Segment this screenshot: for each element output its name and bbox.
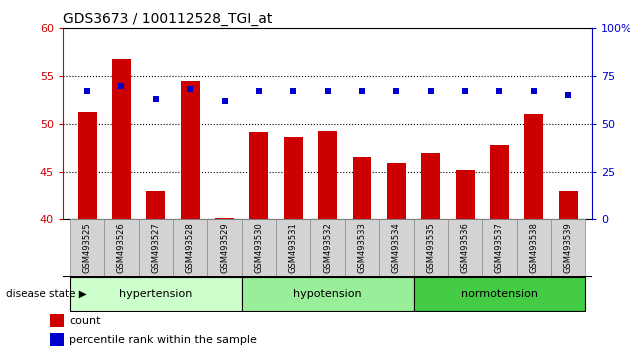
- Text: GDS3673 / 100112528_TGI_at: GDS3673 / 100112528_TGI_at: [63, 12, 272, 26]
- Bar: [77, 113, 96, 219]
- Text: GSM493536: GSM493536: [461, 222, 469, 273]
- Point: [323, 88, 333, 94]
- Point: [151, 96, 161, 102]
- Bar: [146, 191, 165, 219]
- Point: [185, 87, 195, 92]
- FancyBboxPatch shape: [379, 219, 413, 276]
- Point: [563, 92, 573, 98]
- Bar: [50, 333, 64, 346]
- Point: [391, 88, 401, 94]
- Bar: [490, 145, 509, 219]
- FancyBboxPatch shape: [345, 219, 379, 276]
- Text: GSM493528: GSM493528: [186, 222, 195, 273]
- Text: GSM493530: GSM493530: [255, 222, 263, 273]
- Bar: [215, 218, 234, 219]
- FancyBboxPatch shape: [276, 219, 311, 276]
- FancyBboxPatch shape: [482, 219, 517, 276]
- FancyBboxPatch shape: [551, 219, 585, 276]
- Text: GSM493538: GSM493538: [529, 222, 538, 273]
- FancyBboxPatch shape: [413, 219, 448, 276]
- Point: [117, 83, 127, 88]
- FancyBboxPatch shape: [242, 219, 276, 276]
- FancyBboxPatch shape: [70, 219, 104, 276]
- Text: percentile rank within the sample: percentile rank within the sample: [69, 335, 257, 345]
- Text: GSM493525: GSM493525: [83, 222, 91, 273]
- Point: [219, 98, 229, 104]
- Text: count: count: [69, 316, 100, 326]
- Point: [529, 88, 539, 94]
- Bar: [455, 170, 474, 219]
- Bar: [249, 132, 268, 219]
- Text: GSM493537: GSM493537: [495, 222, 504, 273]
- Bar: [353, 157, 372, 219]
- Text: normotension: normotension: [461, 289, 538, 299]
- Point: [357, 88, 367, 94]
- FancyBboxPatch shape: [311, 219, 345, 276]
- FancyBboxPatch shape: [173, 219, 207, 276]
- Text: hypotension: hypotension: [294, 289, 362, 299]
- Point: [426, 88, 436, 94]
- FancyBboxPatch shape: [207, 219, 242, 276]
- Point: [460, 88, 470, 94]
- Bar: [112, 59, 131, 219]
- Text: GSM493527: GSM493527: [151, 222, 160, 273]
- FancyBboxPatch shape: [242, 277, 413, 311]
- Point: [495, 88, 505, 94]
- Text: GSM493526: GSM493526: [117, 222, 126, 273]
- Text: GSM493532: GSM493532: [323, 222, 332, 273]
- Text: GSM493534: GSM493534: [392, 222, 401, 273]
- Bar: [421, 153, 440, 219]
- Point: [254, 88, 264, 94]
- FancyBboxPatch shape: [104, 219, 139, 276]
- FancyBboxPatch shape: [413, 277, 585, 311]
- FancyBboxPatch shape: [70, 277, 242, 311]
- Text: disease state ▶: disease state ▶: [6, 289, 87, 299]
- Text: GSM493535: GSM493535: [426, 222, 435, 273]
- Bar: [559, 191, 578, 219]
- Point: [288, 88, 298, 94]
- Text: GSM493533: GSM493533: [357, 222, 367, 273]
- Bar: [181, 81, 200, 219]
- FancyBboxPatch shape: [139, 219, 173, 276]
- Bar: [524, 114, 543, 219]
- FancyBboxPatch shape: [517, 219, 551, 276]
- Text: hypertension: hypertension: [119, 289, 193, 299]
- Text: GSM493539: GSM493539: [564, 222, 573, 273]
- Point: [82, 88, 92, 94]
- FancyBboxPatch shape: [448, 219, 482, 276]
- Text: GSM493529: GSM493529: [220, 222, 229, 273]
- Bar: [50, 314, 64, 327]
- Text: GSM493531: GSM493531: [289, 222, 298, 273]
- Bar: [387, 163, 406, 219]
- Bar: [318, 131, 337, 219]
- Bar: [284, 137, 302, 219]
